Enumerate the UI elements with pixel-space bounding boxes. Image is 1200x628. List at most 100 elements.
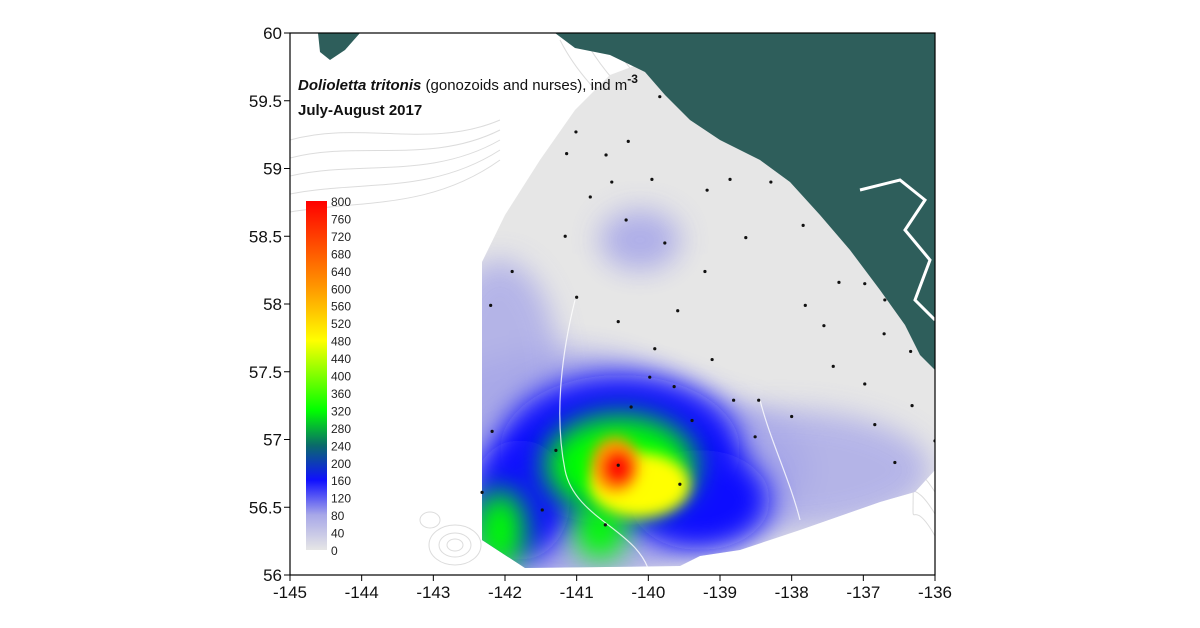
x-tick-label: -143 bbox=[416, 583, 450, 602]
x-tick-label: -141 bbox=[560, 583, 594, 602]
station-point bbox=[489, 303, 493, 307]
title-exponent: -3 bbox=[627, 72, 638, 86]
x-tick-label: -142 bbox=[488, 583, 522, 602]
station-point bbox=[554, 448, 558, 452]
bathymetry-line bbox=[290, 149, 501, 195]
station-point bbox=[882, 332, 886, 336]
x-tick-label: -138 bbox=[775, 583, 809, 602]
y-tick-label: 58.5 bbox=[249, 227, 282, 246]
station-point bbox=[658, 95, 662, 99]
station-point bbox=[863, 382, 867, 386]
station-points bbox=[480, 95, 935, 527]
station-point bbox=[540, 508, 544, 512]
bathymetry-line bbox=[419, 511, 441, 529]
colorbar-label: 400 bbox=[331, 370, 351, 384]
station-point bbox=[893, 460, 897, 465]
station-point bbox=[678, 482, 682, 486]
colorbar-label: 480 bbox=[331, 335, 351, 349]
station-point bbox=[703, 269, 707, 274]
title-species: Dolioletta tritonis bbox=[298, 77, 421, 94]
station-point bbox=[588, 195, 592, 199]
land-mass bbox=[318, 33, 360, 60]
station-point bbox=[610, 180, 614, 184]
coastline-land bbox=[318, 33, 935, 370]
density-contour bbox=[575, 500, 625, 560]
x-tick-label: -140 bbox=[631, 583, 665, 602]
y-tick-label: 59.5 bbox=[249, 92, 282, 111]
station-point bbox=[480, 490, 484, 494]
colorbar-label: 440 bbox=[331, 352, 351, 366]
density-contour bbox=[600, 210, 680, 270]
x-tick-label: -144 bbox=[345, 583, 379, 602]
map-subtitle: July-August 2017 bbox=[298, 102, 422, 119]
colorbar-label: 280 bbox=[331, 422, 351, 436]
bathymetry-line bbox=[290, 129, 501, 159]
x-tick-label: -139 bbox=[703, 583, 737, 602]
station-point bbox=[563, 234, 567, 238]
station-point bbox=[663, 241, 667, 245]
y-tick-label: 57.5 bbox=[249, 363, 282, 382]
land-mass bbox=[555, 33, 935, 370]
station-point bbox=[803, 303, 807, 307]
station-point bbox=[837, 280, 841, 284]
station-point bbox=[616, 320, 620, 324]
bathymetry-line bbox=[446, 538, 464, 552]
depth-contour-line bbox=[759, 399, 801, 521]
y-tick-label: 60 bbox=[263, 24, 282, 43]
station-point bbox=[626, 139, 630, 143]
station-point bbox=[910, 404, 914, 408]
colorbar-label: 40 bbox=[331, 527, 345, 541]
station-point bbox=[575, 295, 579, 299]
station-point bbox=[909, 349, 913, 354]
x-tick-label: -145 bbox=[273, 583, 307, 602]
station-point bbox=[769, 180, 773, 184]
station-point bbox=[732, 398, 736, 402]
colorbar-label: 520 bbox=[331, 317, 351, 331]
colorbar-label: 0 bbox=[331, 544, 338, 558]
x-tick-label: -137 bbox=[846, 583, 880, 602]
y-tick-label: 57 bbox=[263, 431, 282, 450]
colorbar-label: 120 bbox=[331, 492, 351, 506]
y-tick-label: 56 bbox=[263, 566, 282, 585]
station-point bbox=[831, 364, 835, 368]
station-point bbox=[672, 385, 676, 389]
station-point bbox=[757, 398, 761, 402]
station-point bbox=[650, 177, 654, 181]
y-tick-label: 56.5 bbox=[249, 498, 282, 517]
station-point bbox=[710, 357, 714, 362]
station-point bbox=[676, 309, 680, 313]
station-point bbox=[863, 282, 867, 286]
colorbar-label: 720 bbox=[331, 230, 351, 244]
map-title: Dolioletta tritonis (gonozoids and nurse… bbox=[298, 72, 638, 94]
station-point bbox=[753, 435, 757, 439]
colorbar-label: 680 bbox=[331, 247, 351, 261]
colorbar-label: 240 bbox=[331, 439, 351, 453]
density-contour bbox=[606, 454, 630, 482]
station-point bbox=[629, 405, 633, 409]
colorbar-label: 320 bbox=[331, 404, 351, 418]
station-point bbox=[883, 298, 887, 302]
colorbar-label: 560 bbox=[331, 300, 351, 314]
station-point bbox=[690, 418, 694, 423]
title-rest: (gonozoids and nurses), ind m bbox=[421, 77, 627, 94]
y-tick-label: 58 bbox=[263, 295, 282, 314]
station-point bbox=[744, 236, 748, 240]
station-point bbox=[653, 347, 657, 351]
station-point bbox=[616, 463, 620, 467]
station-point bbox=[728, 177, 732, 181]
colorbar-label: 160 bbox=[331, 474, 351, 488]
colorbar-label: 640 bbox=[331, 265, 351, 279]
depth-contour-line bbox=[559, 299, 651, 568]
station-point bbox=[822, 324, 826, 328]
fjord bbox=[859, 178, 935, 322]
bathymetry-line bbox=[428, 524, 482, 566]
colorbar-label: 800 bbox=[331, 195, 351, 209]
station-point bbox=[604, 153, 608, 157]
station-point bbox=[801, 223, 805, 228]
density-contour bbox=[482, 490, 525, 568]
bathymetry-line bbox=[290, 119, 501, 141]
colorbar-label: 600 bbox=[331, 282, 351, 296]
station-point bbox=[565, 151, 569, 156]
station-point bbox=[510, 269, 514, 274]
